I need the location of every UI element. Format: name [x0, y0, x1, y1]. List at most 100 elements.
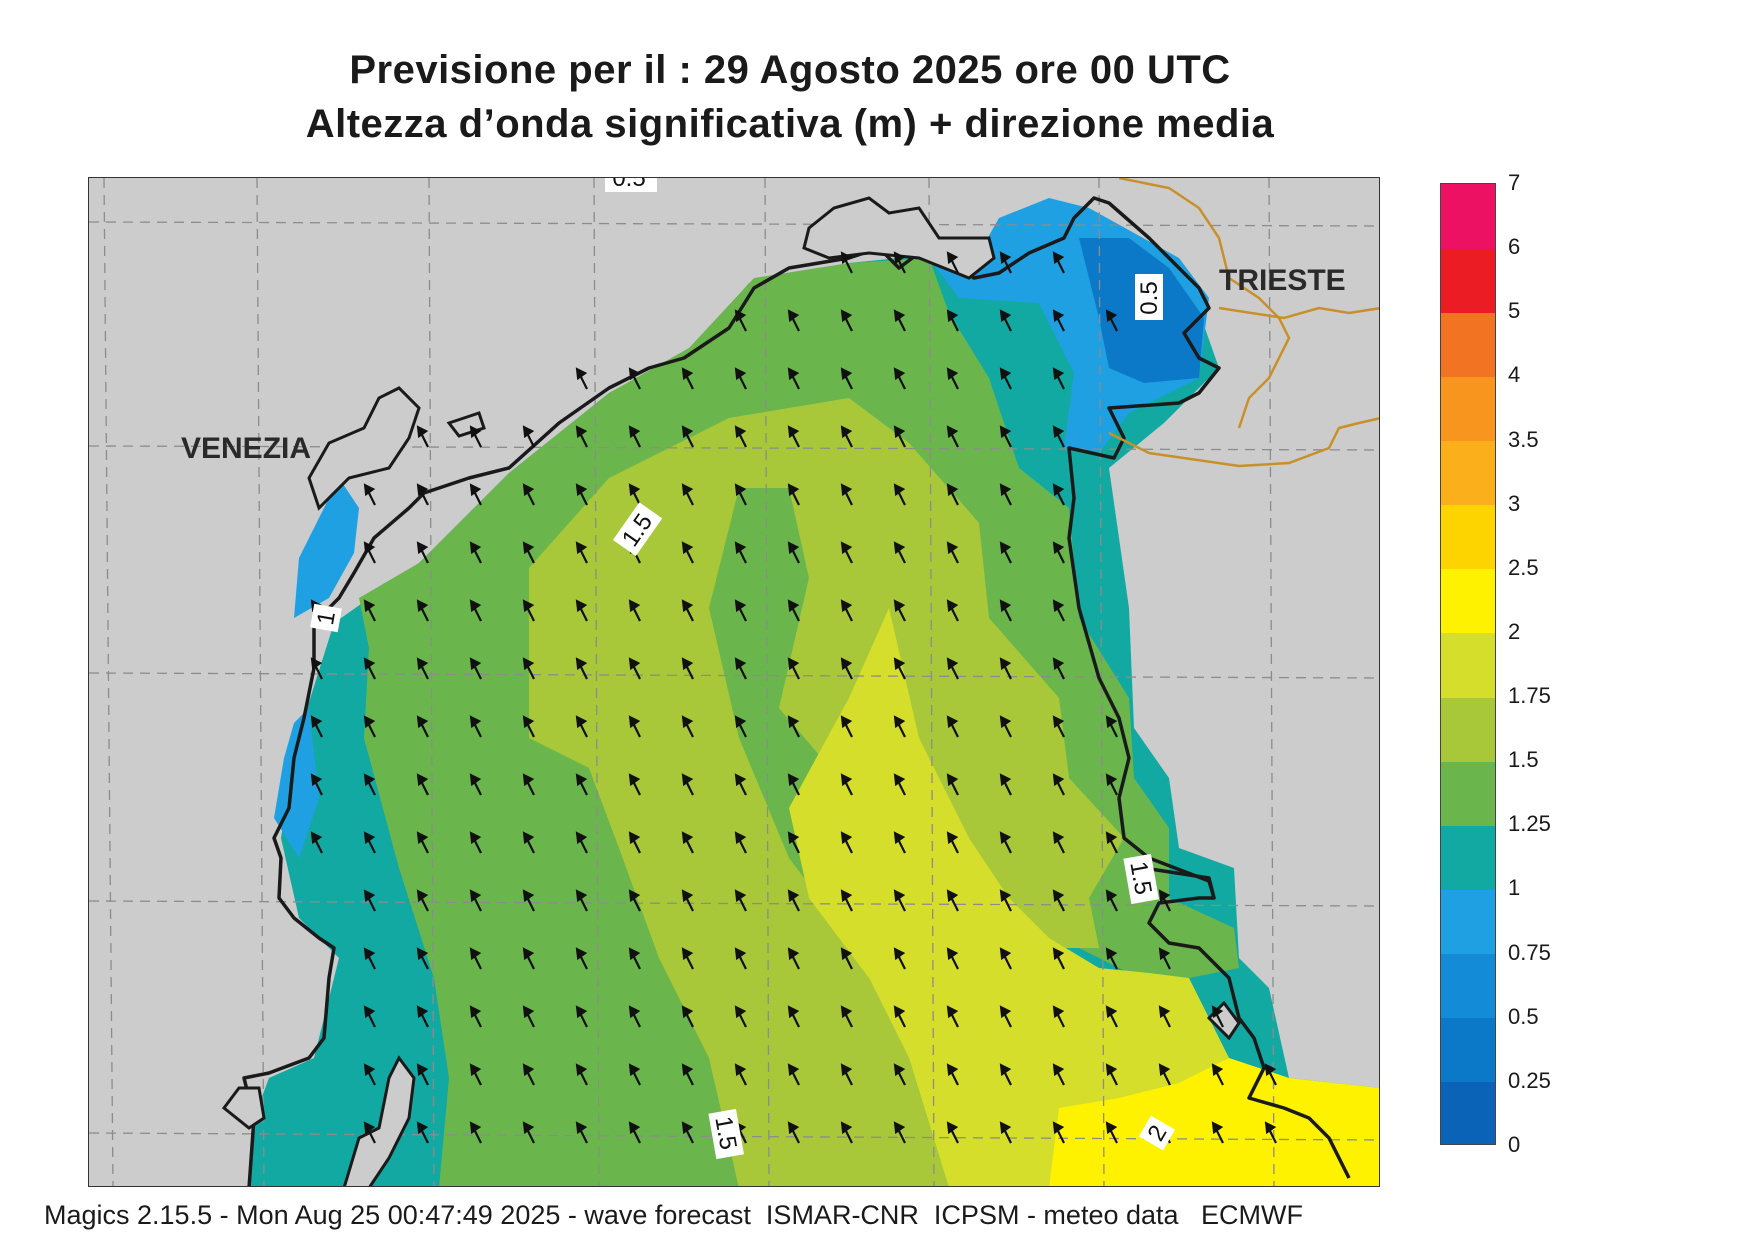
wave-arrow-head [893, 309, 906, 323]
wave-arrow-head [787, 1121, 800, 1135]
wave-arrow-head [575, 483, 588, 497]
wave-arrow-head [1052, 831, 1065, 845]
wave-arrow-head [893, 599, 906, 613]
wave-arrow-head [787, 1005, 800, 1019]
wave-arrow-head [1052, 1121, 1065, 1135]
legend-label: 3 [1508, 490, 1521, 516]
wave-arrow-head [575, 947, 588, 961]
legend-swatch [1441, 953, 1495, 1019]
wave-arrow-head [840, 831, 853, 845]
legend-label: 2.5 [1508, 554, 1539, 580]
wave-arrow-head [628, 483, 641, 497]
wave-arrow-head [999, 1005, 1012, 1019]
wave-arrow-head [1105, 947, 1118, 961]
wave-arrow-head [681, 1121, 694, 1135]
legend-swatch [1441, 761, 1495, 826]
wave-arrow-head [575, 715, 588, 729]
legend-label: 0.5 [1508, 1003, 1539, 1029]
wave-arrow-head [363, 831, 376, 845]
wave-arrow-head [840, 483, 853, 497]
wave-arrow-head [1105, 831, 1118, 845]
legend-label: 7 [1508, 170, 1521, 195]
wave-arrow-head [787, 947, 800, 961]
wave-arrow-head [734, 599, 747, 613]
wave-arrow-head [416, 1121, 429, 1135]
wave-arrow-head [522, 831, 535, 845]
wave-arrow-head [1052, 1005, 1065, 1019]
wave-arrow-head [1158, 889, 1171, 903]
coastline [242, 196, 1351, 1186]
sea-zone-lime [529, 398, 1124, 1186]
wave-arrow-head [522, 657, 535, 671]
wave-arrow-head [1105, 1121, 1118, 1135]
wave-arrow-head [893, 657, 906, 671]
legend-swatch [1441, 312, 1495, 377]
wave-arrow-head [999, 425, 1012, 439]
wave-arrow-head [575, 1005, 588, 1019]
wave-arrow-head [840, 715, 853, 729]
wave-arrow-head [1052, 599, 1065, 613]
wave-arrow-head [893, 541, 906, 555]
city-label-venezia: VENEZIA [181, 432, 311, 465]
wave-arrow-head [787, 1063, 800, 1077]
wave-arrow-head [734, 773, 747, 787]
wave-arrow-head [522, 1005, 535, 1019]
city-label-trieste: TRIESTE [1219, 264, 1346, 297]
wave-arrow-head [840, 425, 853, 439]
contour-labels: 0.5 1.5 1 1.5 1.5 2 0.5 [310, 178, 1176, 1160]
wave-arrow-head [469, 889, 482, 903]
wave-arrow-head [1052, 889, 1065, 903]
legend-label: 1.25 [1508, 811, 1551, 837]
wave-arrow-head [893, 947, 906, 961]
wave-arrow-head [946, 831, 959, 845]
wave-arrow-head [416, 773, 429, 787]
wave-arrow-head [522, 947, 535, 961]
wave-arrow-head [1211, 1005, 1224, 1019]
wave-arrow-head [628, 1005, 641, 1019]
wave-arrow-head [363, 599, 376, 613]
wave-arrow-head [734, 541, 747, 555]
legend-label: 1.5 [1508, 747, 1539, 773]
wave-arrow-head [999, 367, 1012, 381]
wave-arrow-head [1105, 773, 1118, 787]
wave-arrow-head [416, 425, 429, 439]
wave-arrow-head [575, 773, 588, 787]
wave-arrow-head [999, 483, 1012, 497]
wave-arrow-head [787, 367, 800, 381]
wave-arrow-head [575, 657, 588, 671]
legend-label: 2 [1508, 618, 1521, 644]
map-title-line2: Altezza d’onda significativa (m) + direz… [305, 102, 1275, 146]
legend-label: 1 [1508, 875, 1521, 901]
wave-arrow-head [1052, 367, 1065, 381]
wave-arrow-head [1052, 251, 1065, 265]
wave-arrow-head [522, 599, 535, 613]
wave-arrow-head [999, 831, 1012, 845]
lagoon-islands [221, 196, 1241, 1186]
wave-arrow-head [1052, 657, 1065, 671]
wave-arrow-head [522, 1063, 535, 1077]
wave-arrow-head [840, 1063, 853, 1077]
legend-label: 4 [1508, 362, 1521, 388]
map-canvas: VENEZIA TRIESTE 0.5 1.5 1 1.5 1.5 2 0.5 [89, 178, 1379, 1186]
wave-arrow-head [787, 425, 800, 439]
wave-arrow-head [946, 541, 959, 555]
wave-arrow-head [946, 599, 959, 613]
wave-arrow-head [1052, 947, 1065, 961]
wave-arrow-head [681, 599, 694, 613]
footer-credits: Magics 2.15.5 - Mon Aug 25 00:47:49 2025… [44, 1200, 1304, 1230]
wave-arrow-head [787, 889, 800, 903]
wave-arrow-head [734, 309, 747, 323]
wave-arrow-head [840, 541, 853, 555]
wave-arrow-head [522, 1121, 535, 1135]
wave-arrow-head [999, 947, 1012, 961]
wave-arrow-head [416, 889, 429, 903]
wave-arrow-head [522, 773, 535, 787]
wave-arrow-head [416, 1063, 429, 1077]
wave-arrow-head [416, 599, 429, 613]
wave-arrow-head [1052, 715, 1065, 729]
wave-arrow-head [575, 367, 588, 381]
wave-arrow-head [416, 657, 429, 671]
wave-arrow-head [999, 541, 1012, 555]
wave-arrow-head [999, 599, 1012, 613]
wave-arrow-head [310, 657, 323, 671]
